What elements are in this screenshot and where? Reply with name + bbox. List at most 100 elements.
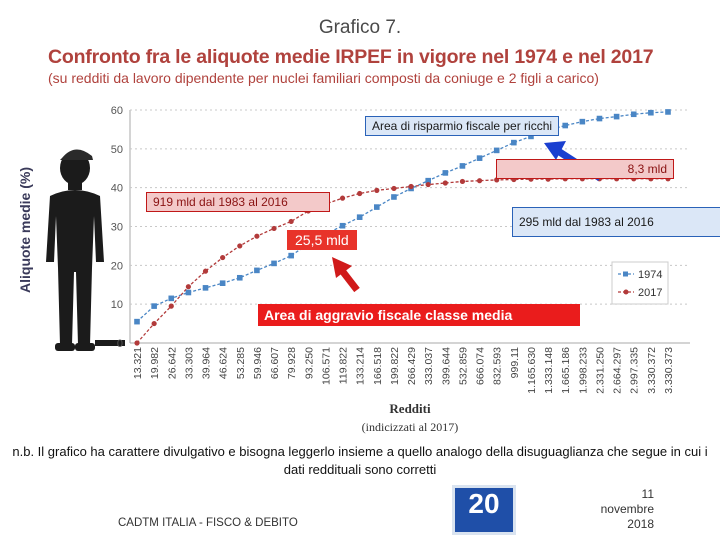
y-tick-label: 0 [117, 338, 123, 350]
x-tick-label: 53.285 [235, 347, 247, 379]
point-2017 [220, 254, 226, 261]
x-tick-label: 2.331.250 [594, 347, 606, 394]
point-1974 [356, 214, 363, 220]
point-2017 [202, 268, 209, 274]
x-tick-label: 93.250 [303, 347, 315, 379]
point-2017 [442, 180, 448, 186]
annotation-919-mld: 919 mld dal 1983 al 2016 [146, 192, 330, 212]
point-1974 [596, 115, 603, 122]
legend-label-2017: 2017 [638, 287, 662, 299]
page-number-box [452, 485, 516, 535]
point-1974 [339, 222, 346, 229]
footnote: n.b. Il grafico ha carattere divulgativo… [12, 444, 708, 477]
legend-label-1974: 1974 [638, 269, 662, 281]
series-line-1974 [136, 111, 669, 323]
x-tick-label: 39.964 [201, 347, 213, 379]
point-1974 [425, 177, 431, 184]
point-1974 [254, 267, 260, 274]
point-1974 [168, 295, 175, 302]
point-2017 [476, 178, 483, 184]
point-1974 [579, 118, 586, 125]
x-tick-label: 2.664.297 [612, 347, 624, 394]
point-2017 [185, 284, 191, 290]
x-tick-label: 59.946 [252, 347, 264, 379]
x-axis-label-sub: (indicizzati al 2017) [362, 420, 459, 434]
date-month: novembre [600, 502, 654, 516]
legend-marker-1974 [623, 271, 628, 277]
x-tick-label: 532.859 [457, 347, 469, 385]
point-1974 [185, 289, 192, 296]
point-2017 [237, 243, 243, 249]
point-1974 [374, 204, 380, 210]
point-1974 [630, 111, 637, 118]
annotation-aggravio: Area di aggravio fiscale classe media [258, 304, 580, 326]
x-tick-label: 26.642 [166, 347, 178, 379]
x-tick-label: 1.665.186 [560, 347, 572, 394]
x-tick-label: 399.644 [440, 347, 452, 385]
annotation-risparmio: Area di risparmio fiscale per ricchi [365, 116, 560, 136]
x-tick-label: 166.518 [372, 347, 384, 385]
x-tick-label: 1.998.233 [577, 347, 589, 394]
x-tick-label: 33.303 [183, 347, 195, 379]
x-tick-label: 1.333.148 [543, 347, 555, 394]
point-1974 [442, 170, 449, 176]
x-tick-label: 133.214 [355, 347, 367, 385]
point-2017 [168, 303, 174, 309]
y-tick-label: 20 [111, 260, 123, 272]
legend-marker-2017 [623, 289, 629, 295]
chart-subtitle: (su redditi da lavoro dipendente per nuc… [48, 70, 599, 86]
date-day: 11 [641, 487, 654, 501]
x-tick-label: 66.607 [269, 347, 281, 379]
x-tick-label: 106.571 [320, 347, 332, 385]
point-1974 [665, 109, 671, 115]
point-1974 [511, 139, 517, 146]
point-2017 [357, 190, 363, 197]
x-axis-label: Redditi [389, 401, 431, 416]
y-tick-label: 60 [111, 105, 123, 117]
x-tick-label: 19.982 [149, 347, 161, 379]
point-1974 [493, 147, 500, 154]
y-axis-title: Aliquote medie (%) [17, 167, 33, 293]
point-2017 [288, 218, 294, 225]
point-1974 [271, 260, 277, 267]
x-tick-label: 333.037 [423, 347, 435, 385]
point-2017 [254, 233, 260, 239]
point-2017 [271, 225, 277, 232]
x-tick-label: 46.624 [218, 347, 230, 379]
point-1974 [391, 194, 397, 200]
x-tick-label: 13.321 [132, 347, 144, 379]
y-tick-label: 40 [111, 183, 123, 195]
y-axis-label: Aliquote medie (%) [17, 167, 33, 293]
footer-source: CADTM ITALIA - FISCO & DEBITO [118, 517, 298, 529]
figure-label: Grafico 7. [318, 17, 402, 38]
point-1974 [528, 133, 534, 140]
x-tick-label: 832.593 [492, 347, 504, 385]
point-1974 [151, 303, 157, 309]
legend-box [611, 261, 669, 305]
point-2017 [374, 187, 380, 193]
date-year: 2018 [627, 517, 654, 531]
point-1974 [459, 163, 466, 169]
x-tick-label: 119.822 [338, 347, 350, 384]
annotation-25-5-mld: 25,5 mld [287, 230, 357, 250]
point-1974 [219, 280, 226, 286]
x-tick-label: 79.928 [286, 347, 298, 379]
man-silhouette-icon [46, 149, 125, 351]
point-2017 [408, 183, 414, 190]
annotation-8-3-mld: 8,3 mld [496, 159, 674, 179]
x-tick-label: 3.330.372 [646, 347, 658, 394]
point-1974 [134, 318, 140, 325]
footer-date: 11 novembre 2018 [590, 487, 654, 532]
y-tick-label: 30 [111, 222, 123, 234]
point-2017 [339, 195, 346, 201]
x-tick-label: 999.11 [509, 347, 521, 378]
x-tick-label: 266.429 [406, 347, 418, 385]
point-2017 [134, 340, 140, 346]
point-1974 [476, 155, 483, 161]
y-tick-label: 50 [111, 144, 123, 156]
x-tick-label: 1.165.630 [526, 347, 538, 394]
point-1974 [613, 113, 620, 120]
point-2017 [391, 185, 397, 192]
x-tick-label: 3.330.373 [663, 347, 675, 394]
chart-title: Confronto fra le aliquote medie IRPEF in… [48, 46, 654, 68]
